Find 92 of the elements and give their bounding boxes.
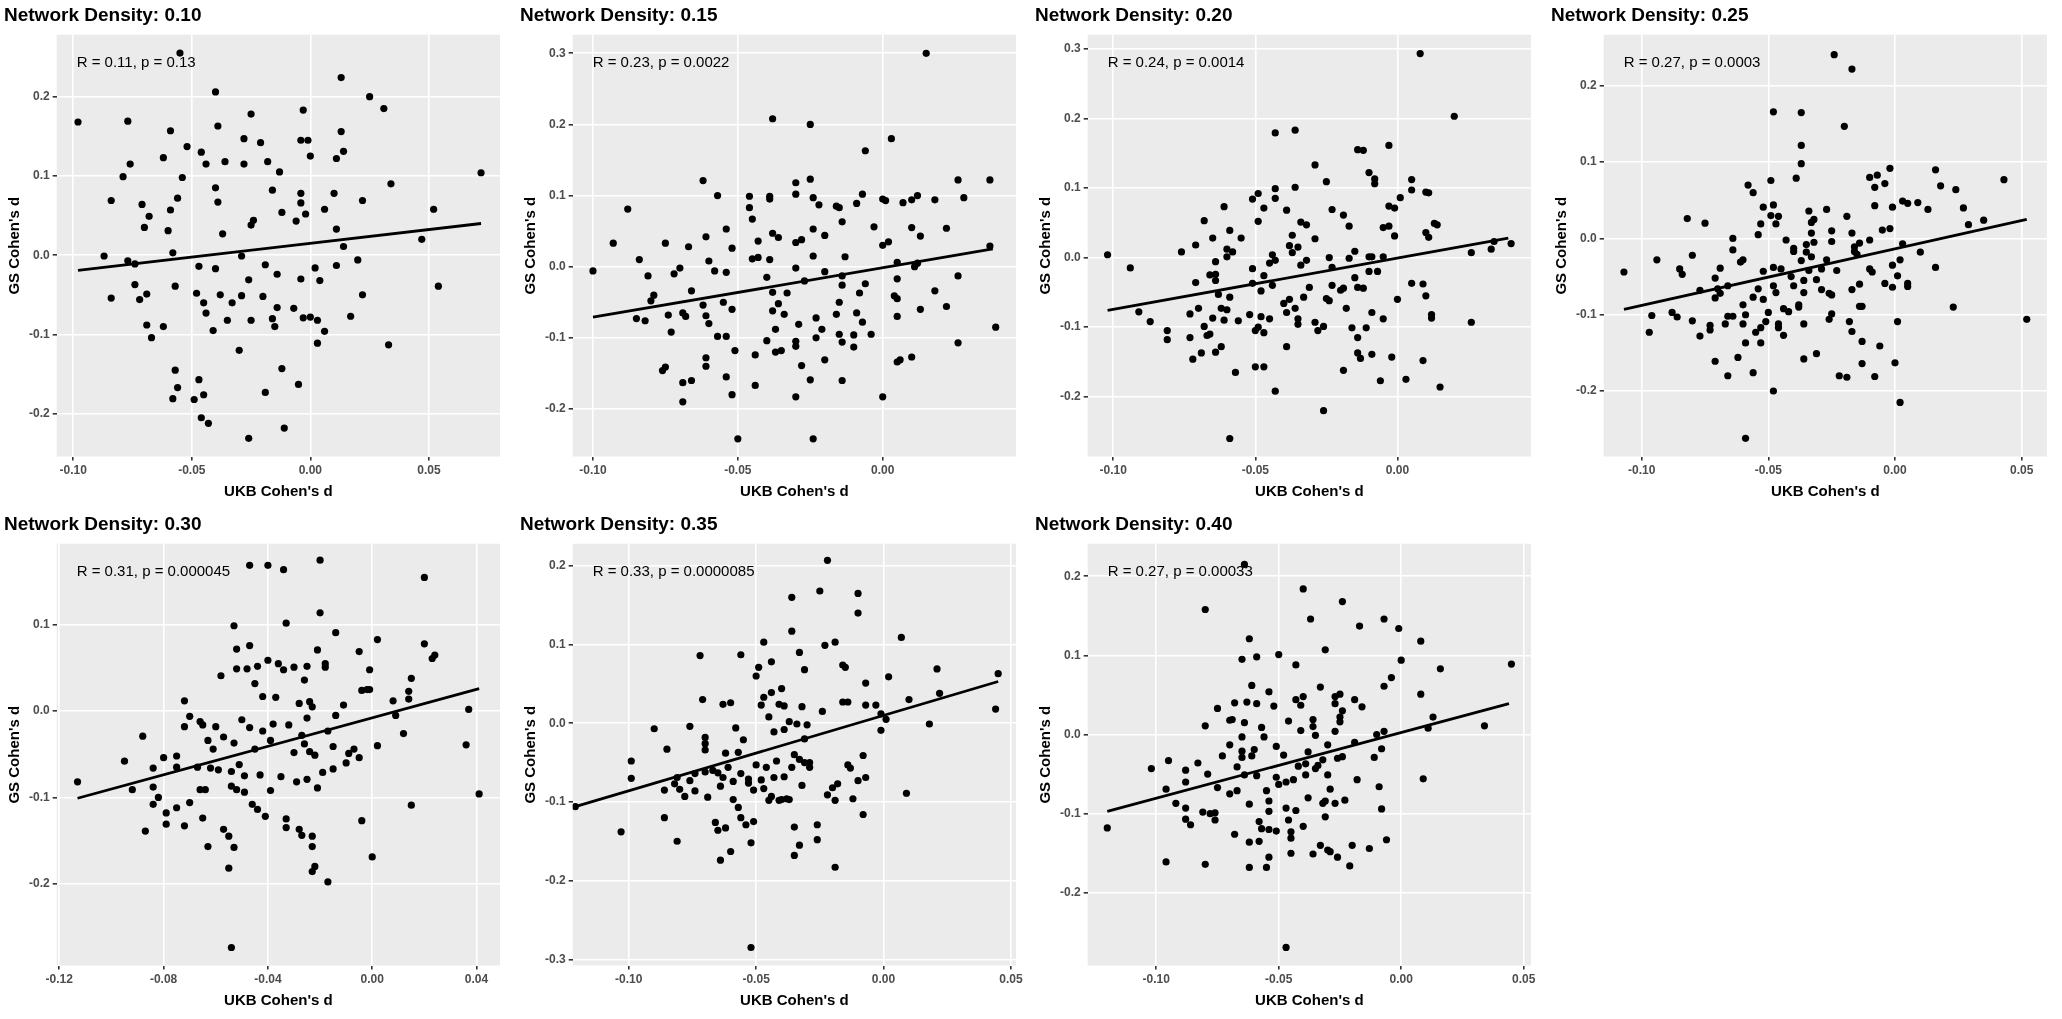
y-tick-label: -0.2 [1059, 389, 1081, 404]
x-tick-label: -0.05 [741, 972, 770, 987]
x-tick-label: 0.00 [870, 463, 895, 478]
x-tick-label: -0.05 [1754, 463, 1782, 478]
x-tick-label: 0.00 [1882, 463, 1907, 478]
y-tick-label: 0.0 [548, 715, 566, 730]
x-tick-label: 0.05 [998, 972, 1023, 987]
y-tick-label: 0.0 [32, 247, 50, 262]
y-tick-label: 0.1 [548, 636, 566, 651]
y-tick-label: -0.2 [28, 406, 50, 421]
chart-title: Network Density: 0.40 [1035, 512, 1233, 534]
annotation: R = 0.33, p = 0.0000085 [592, 561, 754, 579]
y-tick-label: -0.1 [544, 794, 566, 809]
y-tick-label: 0.1 [1063, 647, 1081, 662]
x-axis-title: UKB Cohen's d [1770, 482, 1880, 500]
y-tick-label: -0.2 [28, 875, 50, 890]
y-axis-title: GS Cohen's d [520, 196, 538, 295]
x-tick-label: -0.10 [59, 463, 88, 478]
y-tick-label: 0.2 [1579, 78, 1597, 93]
y-tick-label: 0.2 [1063, 568, 1081, 583]
y-axis-title: GS Cohen's d [1036, 705, 1054, 804]
x-tick-label: -0.10 [1142, 972, 1171, 987]
y-tick-label: 0.2 [32, 88, 50, 103]
y-tick-label: 0.1 [32, 617, 50, 632]
y-tick-label: -0.3 [544, 951, 566, 966]
y-tick-label: -0.1 [28, 326, 50, 341]
x-tick-label: 0.00 [298, 463, 323, 478]
chart-title: Network Density: 0.15 [519, 3, 718, 25]
y-tick-label: 0.0 [32, 703, 50, 718]
annotation: R = 0.27, p = 0.00033 [1107, 561, 1253, 579]
x-axis-title: UKB Cohen's d [224, 991, 333, 1009]
x-tick-label: -0.08 [149, 972, 178, 987]
y-axis-title: GS Cohen's d [5, 705, 23, 804]
x-tick-label: 0.05 [417, 463, 441, 478]
y-axis-title: GS Cohen's d [5, 196, 23, 295]
y-tick-label: -0.2 [544, 872, 566, 887]
x-tick-label: 0.04 [464, 972, 489, 987]
x-axis-title: UKB Cohen's d [1255, 991, 1364, 1009]
chart-title: Network Density: 0.35 [519, 512, 718, 534]
y-tick-label: -0.2 [544, 401, 566, 416]
y-tick-label: 0.1 [32, 168, 50, 183]
y-tick-label: 0.2 [548, 116, 566, 131]
x-axis-title: UKB Cohen's d [1255, 482, 1364, 500]
y-tick-label: 0.0 [1579, 230, 1597, 245]
y-tick-label: 0.3 [548, 45, 566, 60]
y-tick-label: 0.0 [1063, 249, 1081, 264]
x-tick-label: -0.05 [723, 463, 752, 478]
y-tick-label: 0.1 [1063, 180, 1081, 195]
x-tick-label: 0.00 [1389, 972, 1414, 987]
y-tick-label: -0.1 [544, 330, 566, 345]
x-tick-label: -0.10 [1099, 463, 1128, 478]
y-tick-label: 0.1 [548, 187, 566, 202]
x-tick-label: 0.05 [2009, 463, 2034, 478]
x-tick-label: -0.05 [178, 463, 206, 478]
y-axis-title: GS Cohen's d [1036, 196, 1054, 295]
annotation: R = 0.24, p = 0.0014 [1107, 52, 1245, 70]
y-tick-label: 0.0 [1063, 726, 1081, 741]
chart-title: Network Density: 0.25 [1550, 3, 1749, 25]
x-tick-label: 0.00 [360, 972, 385, 987]
chart-title: Network Density: 0.10 [4, 3, 202, 25]
annotation: R = 0.23, p = 0.0022 [592, 52, 729, 70]
x-tick-label: -0.12 [45, 972, 74, 987]
x-axis-title: UKB Cohen's d [739, 482, 849, 500]
y-tick-label: 0.1 [1579, 154, 1597, 169]
chart-title: Network Density: 0.20 [1035, 3, 1233, 25]
y-axis-title: GS Cohen's d [1551, 196, 1569, 295]
y-tick-label: -0.1 [1059, 805, 1081, 820]
x-axis-title: UKB Cohen's d [739, 991, 849, 1009]
y-tick-label: 0.2 [548, 558, 566, 573]
annotation: R = 0.31, p = 0.000045 [76, 561, 231, 579]
annotation: R = 0.27, p = 0.0003 [1623, 52, 1760, 70]
y-tick-label: 0.0 [548, 259, 566, 273]
x-tick-label: -0.10 [578, 463, 607, 478]
x-tick-label: -0.05 [1265, 972, 1293, 987]
y-tick-label: -0.1 [1575, 307, 1597, 322]
x-tick-label: -0.04 [254, 972, 282, 987]
annotation: R = 0.11, p = 0.13 [76, 52, 196, 70]
chart-title: Network Density: 0.30 [4, 512, 202, 534]
y-axis-title: GS Cohen's d [520, 705, 538, 804]
x-tick-label: 0.05 [1511, 972, 1536, 987]
x-tick-label: -0.10 [1627, 463, 1656, 478]
x-tick-label: 0.00 [1385, 463, 1410, 478]
y-tick-label: 0.2 [1063, 110, 1081, 125]
y-tick-label: 0.3 [1063, 41, 1081, 56]
y-tick-label: -0.2 [1059, 885, 1081, 900]
x-tick-label: -0.10 [614, 972, 643, 987]
x-axis-title: UKB Cohen's d [224, 482, 333, 500]
y-tick-label: -0.1 [28, 789, 50, 804]
x-tick-label: -0.05 [1241, 463, 1270, 478]
y-tick-label: -0.2 [1575, 383, 1597, 398]
x-tick-label: 0.00 [871, 972, 896, 987]
y-tick-label: -0.1 [1059, 319, 1081, 334]
